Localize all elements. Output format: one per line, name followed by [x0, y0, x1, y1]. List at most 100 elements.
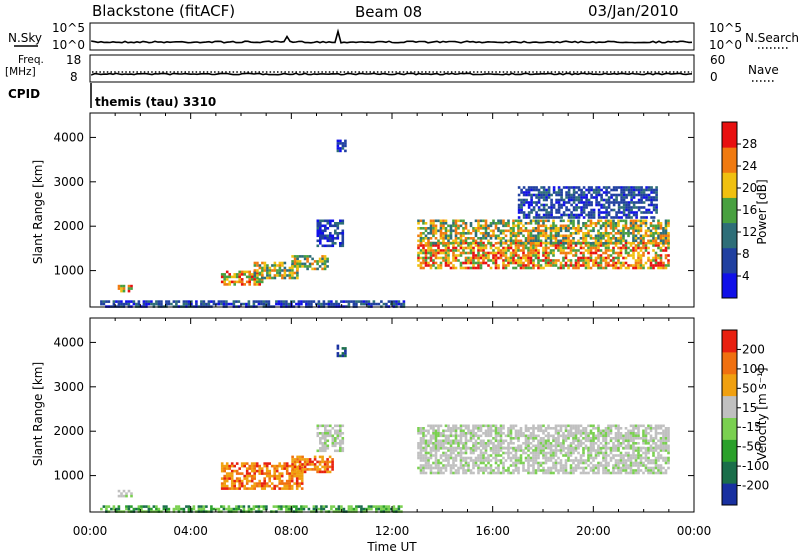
range-cell [612, 222, 615, 225]
range-cell [592, 216, 596, 219]
range-cell [145, 300, 148, 303]
range-cell [454, 239, 458, 243]
range-cell [472, 449, 475, 452]
range-cell [552, 264, 555, 267]
range-cell [587, 456, 590, 460]
range-cell [429, 451, 433, 455]
range-cell [432, 446, 435, 450]
range-cell [482, 234, 485, 238]
range-cell [547, 188, 551, 192]
range-cell [497, 434, 500, 438]
range-cell [427, 432, 430, 435]
range-cell [321, 229, 325, 233]
range-cell [570, 193, 573, 197]
range-cell [127, 300, 131, 303]
range-cell [434, 447, 438, 450]
range-cell [434, 254, 438, 257]
range-cell [614, 222, 618, 225]
range-cell [544, 251, 548, 255]
range-cell [190, 302, 193, 306]
range-cell [424, 459, 428, 462]
range-cell [597, 211, 601, 214]
range-cell [429, 264, 433, 267]
range-cell [602, 256, 605, 260]
range-cell [572, 449, 575, 452]
range-cell [514, 234, 518, 238]
range-cell [644, 427, 648, 430]
range-cell [484, 251, 488, 255]
range-cell [444, 424, 448, 428]
range-cell [422, 259, 425, 262]
range-cell [545, 188, 548, 192]
range-cell [632, 266, 635, 270]
range-cell [582, 208, 586, 212]
range-cell [452, 451, 455, 455]
range-cell [557, 206, 561, 209]
range-cell [654, 444, 658, 448]
range-cell [334, 432, 337, 435]
range-cell [630, 193, 633, 197]
range-cell [622, 237, 625, 240]
range-cell [612, 464, 615, 467]
range-cell [220, 482, 224, 485]
range-cell [295, 479, 299, 483]
range-cell [514, 424, 518, 428]
range-cell [509, 456, 513, 460]
range-cell [331, 239, 335, 243]
range-cell [248, 474, 251, 478]
range-cell [341, 144, 345, 148]
colorbar-swatch [722, 247, 737, 274]
range-cell [622, 229, 625, 233]
range-cell [268, 477, 271, 480]
range-cell [497, 266, 500, 270]
range-cell [447, 251, 450, 255]
range-cell [225, 507, 228, 511]
range-cell [287, 505, 291, 508]
range-cell [520, 201, 523, 204]
range-cell [537, 442, 540, 445]
range-cell [619, 459, 623, 462]
range-cell [248, 270, 251, 274]
range-cell [575, 208, 578, 212]
range-cell [105, 507, 108, 511]
range-cell [514, 266, 518, 270]
range-cell [240, 280, 244, 284]
range-cell [532, 424, 535, 428]
range-cell [479, 246, 483, 250]
range-cell [649, 459, 653, 462]
range-cell [655, 198, 658, 202]
range-cell [539, 439, 543, 443]
range-cell [529, 266, 533, 270]
range-cell [474, 234, 478, 238]
range-cell [562, 432, 565, 435]
range-cell [617, 442, 620, 445]
range-cell [580, 198, 583, 202]
range-cell [522, 461, 525, 465]
range-cell [597, 451, 600, 455]
range-cell [582, 216, 586, 219]
range-cell [529, 237, 533, 240]
range-cell [540, 208, 543, 212]
range-cell [667, 444, 670, 448]
range-cell [540, 193, 543, 197]
range-cell [605, 186, 608, 189]
range-cell [654, 464, 658, 467]
range-cell [534, 254, 538, 257]
range-cell [336, 344, 340, 348]
range-cell [564, 246, 568, 250]
range-cell [326, 237, 330, 240]
range-cell [612, 216, 616, 219]
range-cell [552, 234, 555, 238]
range-cell [477, 237, 480, 240]
range-cell [577, 198, 581, 202]
range-cell [630, 186, 633, 189]
range-cell [549, 449, 553, 452]
range-cell [579, 242, 583, 245]
range-cell [599, 244, 603, 247]
range-cell [597, 424, 600, 428]
range-cell [542, 249, 545, 252]
range-cell [492, 251, 495, 255]
range-cell [559, 224, 563, 228]
range-cell [580, 191, 583, 194]
range-cell [125, 302, 128, 306]
